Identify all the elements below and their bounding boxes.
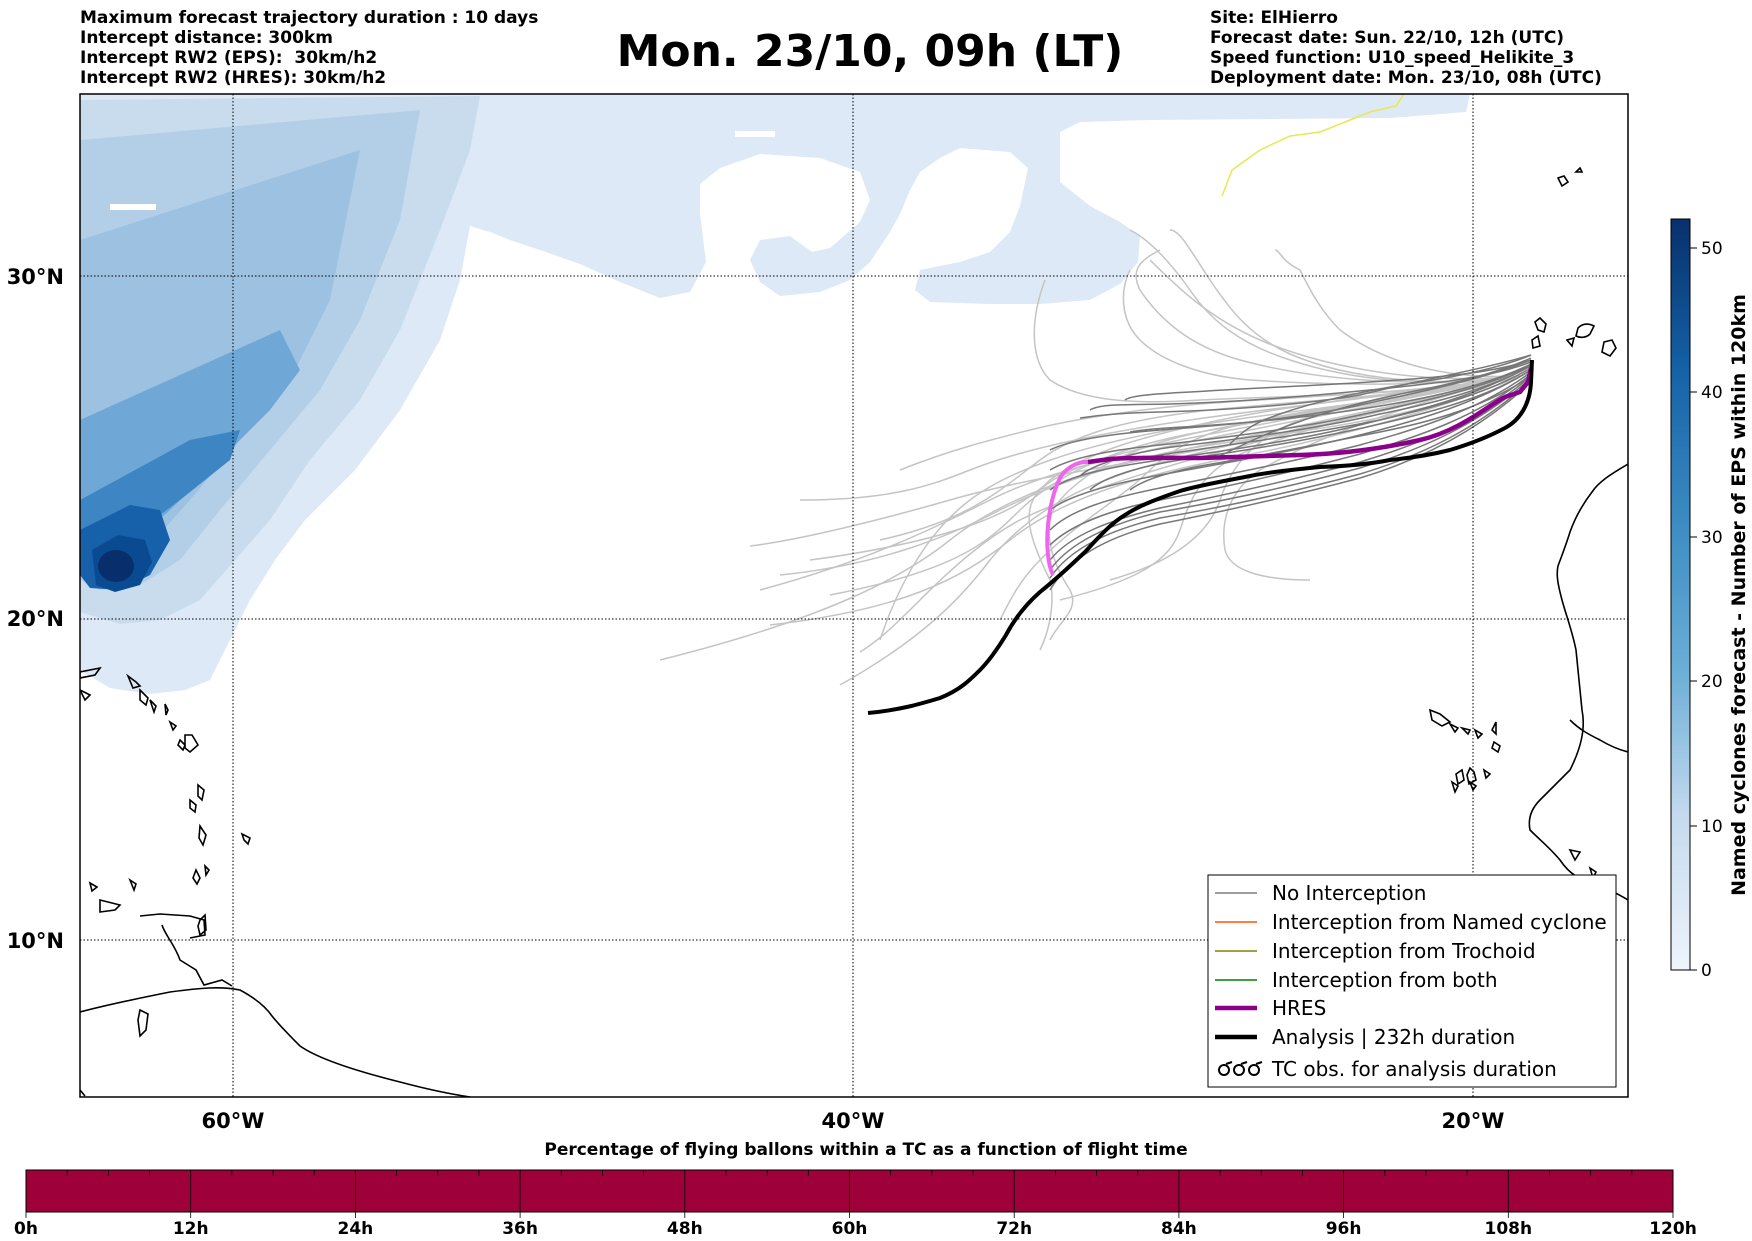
colorbar-label: Named cyclones forecast - Number of EPS … — [1728, 294, 1750, 896]
colorbar-tick: 10 — [1701, 817, 1723, 837]
header-left-info: Maximum forecast trajectory duration : 1… — [80, 8, 538, 88]
analysis-track — [867, 359, 1534, 715]
legend: No Interception Interception from Named … — [1207, 874, 1617, 1088]
flight-time-tick: 84h — [1161, 1219, 1197, 1239]
legend-label-no-interception: No Interception — [1272, 881, 1426, 905]
flight-time-tick: 36h — [502, 1219, 538, 1239]
lon-label-40w: 40°W — [822, 1109, 885, 1133]
lon-label-60w: 60°W — [202, 1109, 265, 1133]
hres-track — [1087, 367, 1534, 465]
flight-time-tick: 24h — [338, 1219, 374, 1239]
flight-time-bar: Percentage of flying ballons within a TC… — [14, 1140, 1697, 1239]
colorbar-tick: 50 — [1701, 239, 1723, 259]
lon-label-20w: 20°W — [1442, 1109, 1505, 1133]
hres-pre-track — [1045, 460, 1090, 576]
flight-time-tick: 108h — [1485, 1219, 1533, 1239]
header-right-info: Site: ElHierro Forecast date: Sun. 22/10… — [1210, 8, 1602, 88]
flight-time-tick: 60h — [832, 1219, 868, 1239]
flight-time-tick: 72h — [996, 1219, 1032, 1239]
header-right-line: Site: ElHierro — [1210, 8, 1338, 28]
legend-label-named-cyclone: Interception from Named cyclone — [1272, 910, 1607, 934]
map-frame — [79, 93, 1629, 1098]
header-right-line: Deployment date: Mon. 23/10, 08h (UTC) — [1210, 68, 1602, 88]
main-title: Mon. 23/10, 09h (LT) — [616, 26, 1124, 77]
legend-label-trochoid: Interception from Trochoid — [1272, 939, 1536, 963]
header-left-line: Maximum forecast trajectory duration : 1… — [80, 8, 539, 28]
flight-time-tick: 12h — [173, 1219, 209, 1239]
header-right-line: Speed function: U10_speed_Helikite_3 — [1210, 48, 1575, 68]
header-left-line: Intercept RW2 (HRES): 30km/h2 — [80, 68, 387, 88]
header-left-line: Intercept distance: 300km — [80, 28, 333, 48]
legend-label-analysis: Analysis | 232h duration — [1272, 1025, 1515, 1049]
flight-time-tick: 0h — [14, 1219, 38, 1239]
colorbar-tick: 40 — [1701, 383, 1723, 403]
lat-label-10: 10°N — [7, 929, 64, 953]
legend-label-both: Interception from both — [1272, 968, 1498, 992]
header-left-line: Intercept RW2 (EPS): 30km/h2 — [80, 48, 378, 68]
colorbar: 0 10 20 30 40 50 Named cyclones forecast… — [1670, 218, 1750, 981]
lat-label-20: 20°N — [7, 607, 64, 631]
colorbar-tick: 20 — [1701, 672, 1723, 692]
flight-time-tick: 48h — [667, 1219, 703, 1239]
lat-label-30: 30°N — [7, 265, 64, 289]
coastlines — [80, 166, 1628, 1097]
flight-time-bar-title: Percentage of flying ballons within a TC… — [544, 1140, 1187, 1160]
legend-label-tc-obs: TC obs. for analysis duration — [1271, 1057, 1557, 1081]
legend-label-hres: HRES — [1272, 996, 1326, 1020]
header-right-line: Forecast date: Sun. 22/10, 12h (UTC) — [1210, 28, 1565, 48]
yellow-trajectory — [1221, 94, 1405, 197]
tc-obs-icon — [1218, 1061, 1263, 1076]
flight-time-tick: 96h — [1326, 1219, 1362, 1239]
map-panel — [80, 94, 1628, 1097]
cyclone-density-field — [80, 94, 1470, 694]
colorbar-tick: 0 — [1701, 961, 1712, 981]
flight-time-tick: 120h — [1649, 1219, 1697, 1239]
gridlines — [80, 94, 1628, 1097]
colorbar-tick: 30 — [1701, 528, 1723, 548]
